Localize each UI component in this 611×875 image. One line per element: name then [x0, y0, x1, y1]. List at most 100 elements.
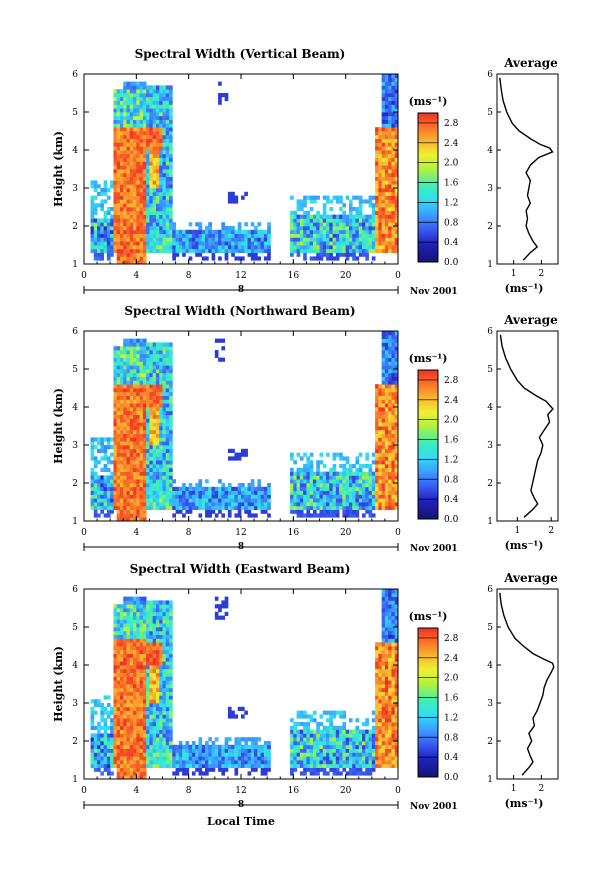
heatmap-cell: [224, 96, 229, 101]
heatmap-cell: [188, 233, 193, 238]
heatmap-cell: [208, 513, 212, 518]
heatmap-cell: [126, 513, 131, 518]
heatmap-cell: [116, 131, 121, 136]
heatmap-cell: [129, 638, 134, 643]
heatmap-cell: [149, 142, 154, 147]
heatmap-cell: [149, 346, 154, 351]
heatmap-cell: [211, 245, 216, 250]
heatmap-cell: [322, 195, 327, 200]
heatmap-cell: [165, 233, 170, 238]
heatmap-cell: [381, 119, 386, 124]
heatmap-cell: [227, 513, 232, 518]
heatmap-cell: [198, 486, 203, 491]
heatmap-cell: [224, 502, 229, 507]
heatmap-cell: [221, 486, 226, 491]
heatmap-cell: [169, 429, 173, 434]
heatmap-cell: [119, 426, 124, 431]
heatmap-cell: [165, 722, 170, 727]
heatmap-cell: [129, 687, 134, 692]
heatmap-cell: [113, 627, 118, 632]
heatmap-cell: [322, 475, 327, 480]
heatmap-cell: [227, 448, 232, 453]
heatmap-cell: [257, 502, 262, 507]
heatmap-cell: [384, 142, 389, 147]
heatmap-cell: [169, 653, 173, 658]
panel-vertical-beam: Spectral Width (Vertical Beam) 0 4 8 12 16 20…: [52, 47, 559, 297]
heatmap-cell: [152, 714, 157, 719]
heatmap-cell: [146, 165, 150, 170]
heatmap-cell: [165, 414, 170, 419]
heatmap-cell: [358, 464, 363, 469]
heatmap-cell: [139, 596, 144, 601]
avg-frame: [496, 330, 559, 522]
heatmap-cell: [139, 460, 144, 465]
heatmap-cell: [126, 414, 131, 419]
heatmap-cell: [149, 372, 154, 377]
heatmap-cell: [345, 460, 350, 465]
heatmap-cell: [97, 479, 101, 484]
heatmap-cell: [172, 760, 176, 765]
heatmap-cell: [306, 195, 311, 200]
heatmap-cell: [126, 687, 131, 692]
heatmap-cell: [169, 245, 173, 250]
heatmap-cell: [116, 763, 121, 768]
heatmap-cell: [169, 188, 173, 193]
heatmap-cell: [375, 229, 379, 234]
heatmap-cell: [149, 691, 154, 696]
heatmap-cell: [119, 467, 124, 472]
heatmap-cell: [352, 248, 356, 253]
heatmap-cell: [142, 161, 147, 166]
heatmap-cell: [296, 207, 301, 212]
heatmap-cell: [381, 418, 386, 423]
heatmap-cell: [155, 203, 160, 208]
heatmap-cell: [119, 744, 124, 749]
heatmap-cell: [224, 241, 229, 246]
heatmap-cell: [381, 490, 386, 495]
heatmap-cell: [316, 494, 320, 499]
heatmap-cell: [384, 176, 389, 181]
heatmap-cell: [123, 245, 127, 250]
heatmap-cell: [149, 96, 154, 101]
heatmap-cell: [342, 218, 347, 223]
heatmap-cell: [159, 642, 163, 647]
heatmap-cell: [146, 422, 150, 427]
heatmap-cell: [388, 486, 392, 491]
heatmap-cell: [355, 218, 360, 223]
heatmap-cell: [136, 248, 140, 253]
heatmap-cell: [391, 81, 396, 86]
heatmap-cell: [388, 248, 392, 253]
heatmap-cell: [375, 445, 379, 450]
heatmap-cell: [123, 615, 127, 620]
heatmap-cell: [139, 718, 144, 723]
heatmap-cell: [97, 237, 101, 242]
heatmap-cell: [119, 146, 124, 151]
colorbar: 0.00.40.81.21.62.02.42.8: [417, 112, 459, 268]
heatmap-cell: [198, 767, 203, 772]
heatmap-cell: [116, 138, 121, 143]
heatmap-cell: [165, 85, 170, 90]
heatmap-cell: [93, 471, 98, 476]
heatmap-cell: [316, 464, 320, 469]
heatmap-cell: [123, 146, 127, 151]
heatmap-cell: [100, 703, 105, 708]
heatmap-cell: [126, 150, 131, 155]
heatmap-cell: [152, 452, 157, 457]
heatmap-cell: [165, 741, 170, 746]
heatmap-cell: [100, 229, 105, 234]
heatmap-cell: [319, 505, 324, 510]
heatmap-cell: [165, 169, 170, 174]
heatmap-cell: [188, 760, 193, 765]
heatmap-cell: [103, 741, 108, 746]
heatmap-cell: [123, 722, 127, 727]
heatmap-cell: [378, 448, 383, 453]
heatmap-cell: [123, 353, 127, 358]
heatmap-cell: [345, 471, 350, 476]
heatmap-cell: [155, 475, 160, 480]
heatmap-cell: [319, 252, 324, 257]
heatmap-cell: [303, 479, 307, 484]
heatmap-cell: [394, 169, 399, 174]
heatmap-cell: [384, 115, 389, 120]
heatmap-cell: [126, 452, 131, 457]
heatmap-cell: [136, 668, 140, 673]
heatmap-cell: [126, 729, 131, 734]
